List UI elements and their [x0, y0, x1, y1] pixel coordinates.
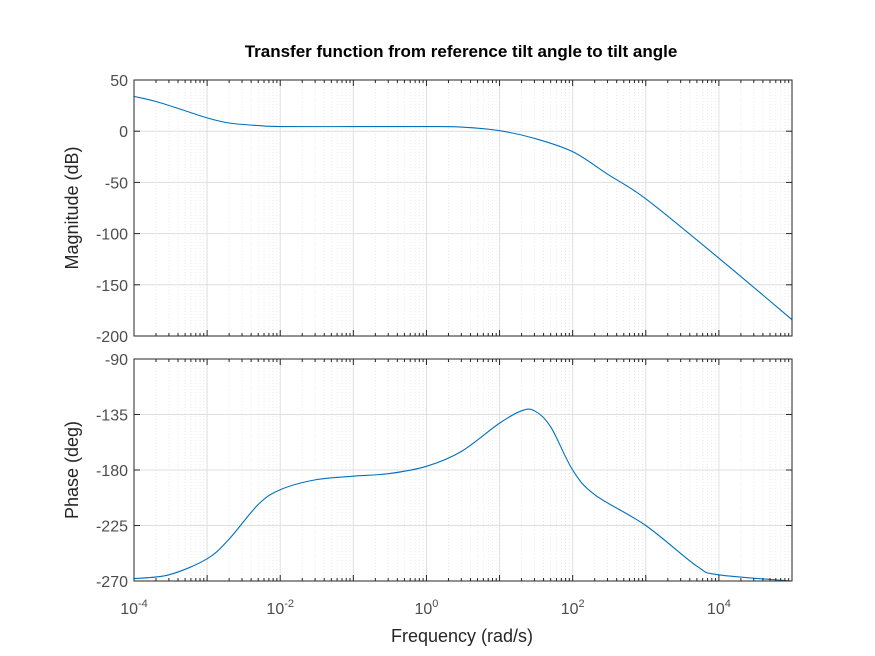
magnitude-axes-box: [133, 79, 793, 337]
phase-y-tick-label: -90: [105, 352, 128, 369]
phase-y-axis-label: Phase (deg): [62, 421, 82, 519]
magnitude-axes-background: [134, 80, 792, 336]
phase-y-tick-labels: -90 -135 -180 -225 -270: [96, 352, 128, 591]
x-axis-label: Frequency (rad/s): [391, 626, 533, 646]
phase-y-tick-label: -270: [96, 574, 128, 591]
x-tick-label: 100: [414, 598, 438, 618]
magnitude-y-tick-label: -150: [96, 278, 128, 295]
x-tick-label: 104: [707, 598, 731, 618]
magnitude-plot: 50 0 -50 -100 -150 -200 Magnitude (dB): [62, 73, 793, 346]
chart-title: Transfer function from reference tilt an…: [245, 42, 678, 61]
phase-curve: [133, 408, 793, 582]
x-tick-label: 10-4: [120, 598, 148, 618]
magnitude-y-axis-label: Magnitude (dB): [62, 146, 82, 269]
magnitude-y-tick-label: 50: [110, 73, 128, 90]
phase-y-tick-label: -180: [96, 463, 128, 480]
magnitude-y-tick-label: 0: [119, 124, 128, 141]
phase-plot: -90 -135 -180 -225 -270 Phase (deg): [62, 352, 793, 591]
x-tick-label: 10-2: [266, 598, 294, 618]
magnitude-tick-marks: [133, 79, 793, 337]
phase-y-tick-label: -225: [96, 519, 128, 536]
x-tick-label: 102: [561, 598, 585, 618]
magnitude-y-tick-label: -50: [105, 175, 128, 192]
magnitude-y-tick-labels: 50 0 -50 -100 -150 -200: [96, 73, 128, 346]
magnitude-y-tick-label: -100: [96, 227, 128, 244]
phase-y-tick-label: -135: [96, 408, 128, 425]
magnitude-y-tick-label: -200: [96, 329, 128, 346]
magnitude-curve: [133, 95, 793, 321]
phase-tick-marks: [133, 358, 793, 582]
x-tick-labels: 10-4 10-2 100 102 104: [120, 598, 731, 618]
